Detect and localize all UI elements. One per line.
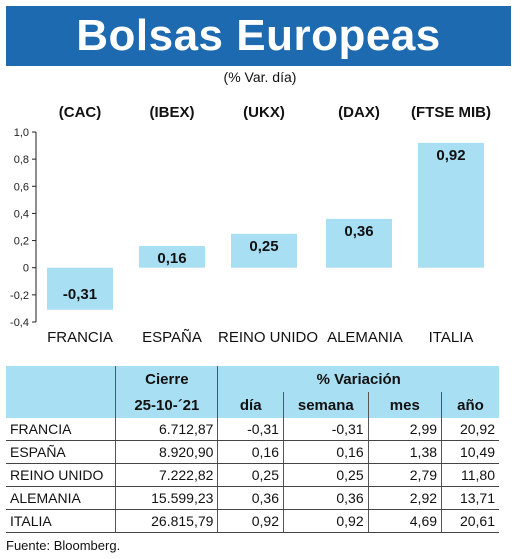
category-label-espana: ESPAÑA xyxy=(142,329,202,346)
row-cierre: 7.222,82 xyxy=(115,463,218,487)
index-label-dax: (DAX) xyxy=(338,104,380,121)
row-ano: 11,80 xyxy=(441,463,499,487)
row-ano: 10,49 xyxy=(441,440,499,464)
header-cierre: Cierre xyxy=(115,366,218,392)
index-label-ftsemib: (FTSE MIB) xyxy=(411,104,491,121)
country-labels: FRANCIA ESPAÑA REINO UNIDO ALEMANIA ITAL… xyxy=(0,329,520,351)
row-mes: 2,99 xyxy=(367,418,442,441)
row-cierre: 26.815,79 xyxy=(115,509,218,533)
table-row: ITALIA 26.815,79 0,92 0,92 4,69 20,61 xyxy=(6,509,499,533)
row-ano: 13,71 xyxy=(441,486,499,510)
row-ano: 20,61 xyxy=(441,509,499,533)
y-tick-label: 0,8 xyxy=(14,154,29,166)
row-pais: ESPAÑA xyxy=(6,440,116,464)
category-label-alemania: ALEMANIA xyxy=(327,329,403,346)
category-label-reino-unido: REINO UNIDO xyxy=(217,329,319,346)
row-mes: 4,69 xyxy=(367,509,442,533)
index-label-ibex: (IBEX) xyxy=(149,104,195,121)
bar xyxy=(139,246,205,268)
y-tick-label: 0,2 xyxy=(14,236,29,248)
y-tick-label: 0,4 xyxy=(14,208,29,220)
header-mes: mes xyxy=(367,392,442,418)
index-label-cac: (CAC) xyxy=(58,104,102,121)
row-dia: 0,16 xyxy=(217,440,284,464)
bar-value-label: 0,25 xyxy=(249,238,278,255)
row-dia: 0,92 xyxy=(217,509,284,533)
y-tick-label: 1,0 xyxy=(14,127,29,139)
row-mes: 1,38 xyxy=(367,440,442,464)
header-variacion: % Variación xyxy=(217,366,499,392)
category-label-italia: ITALIA xyxy=(428,329,474,346)
row-pais: ALEMANIA xyxy=(6,486,116,510)
bar xyxy=(231,233,297,268)
table-row: ESPAÑA 8.920,90 0,16 0,16 1,38 10,49 xyxy=(6,440,499,464)
bar xyxy=(47,267,113,310)
row-dia: -0,31 xyxy=(217,418,284,441)
row-cierre: 8.920,90 xyxy=(115,440,218,464)
row-pais: ITALIA xyxy=(6,509,116,533)
row-mes: 2,79 xyxy=(367,463,442,487)
table-row: REINO UNIDO 7.222,82 0,25 0,25 2,79 11,8… xyxy=(6,463,499,487)
row-cierre: 6.712,87 xyxy=(115,418,218,441)
header-semana: semana xyxy=(282,392,369,418)
row-pais: FRANCIA xyxy=(6,418,116,441)
y-tick-label: 0,6 xyxy=(14,181,29,193)
y-tick-label: -0,4 xyxy=(10,317,29,329)
source-note: Fuente: Bloomberg. xyxy=(6,538,121,553)
row-semana: 0,92 xyxy=(282,509,369,533)
table-row: ALEMANIA 15.599,23 0,36 0,36 2,92 13,71 xyxy=(6,486,499,510)
y-tick-label: -0,2 xyxy=(10,290,29,302)
row-cierre: 15.599,23 xyxy=(115,486,218,510)
bar-value-label: -0,31 xyxy=(63,286,97,303)
category-label-francia: FRANCIA xyxy=(47,329,113,346)
y-tick-label: 0 xyxy=(23,263,29,275)
table-corner-2 xyxy=(6,392,116,418)
bar xyxy=(418,142,484,268)
bar xyxy=(326,218,392,268)
table-row: FRANCIA 6.712,87 -0,31 -0,31 2,99 20,92 xyxy=(6,418,499,441)
row-pais: REINO UNIDO xyxy=(6,463,116,487)
header-dia: día xyxy=(217,392,284,418)
index-labels: (CAC) (IBEX) (UKX) (DAX) (FTSE MIB) xyxy=(0,104,520,124)
row-mes: 2,92 xyxy=(367,486,442,510)
chart-subtitle: (% Var. día) xyxy=(223,69,297,85)
table-corner xyxy=(6,366,116,392)
header-ano: año xyxy=(441,392,499,418)
bar-value-label: 0,92 xyxy=(436,147,465,164)
bar-value-label: 0,16 xyxy=(157,250,186,267)
row-ano: 20,92 xyxy=(441,418,499,441)
index-label-ukx: (UKX) xyxy=(243,104,285,121)
row-semana: 0,16 xyxy=(282,440,369,464)
header-fecha: 25-10-´21 xyxy=(115,392,218,418)
bar-chart: 1,0 0,8 0,6 0,4 0,2 0 -0,2 -0,4 -0,31 0,16 0,25 0,3… xyxy=(10,127,484,329)
data-table: Cierre % Variación 25-10-´21 día semana … xyxy=(6,366,499,533)
row-dia: 0,36 xyxy=(217,486,284,510)
row-semana: 0,36 xyxy=(282,486,369,510)
row-semana: -0,31 xyxy=(282,418,369,441)
row-semana: 0,25 xyxy=(282,463,369,487)
row-dia: 0,25 xyxy=(217,463,284,487)
bar-value-label: 0,36 xyxy=(344,223,373,240)
title-banner: Bolsas Europeas xyxy=(6,6,511,66)
